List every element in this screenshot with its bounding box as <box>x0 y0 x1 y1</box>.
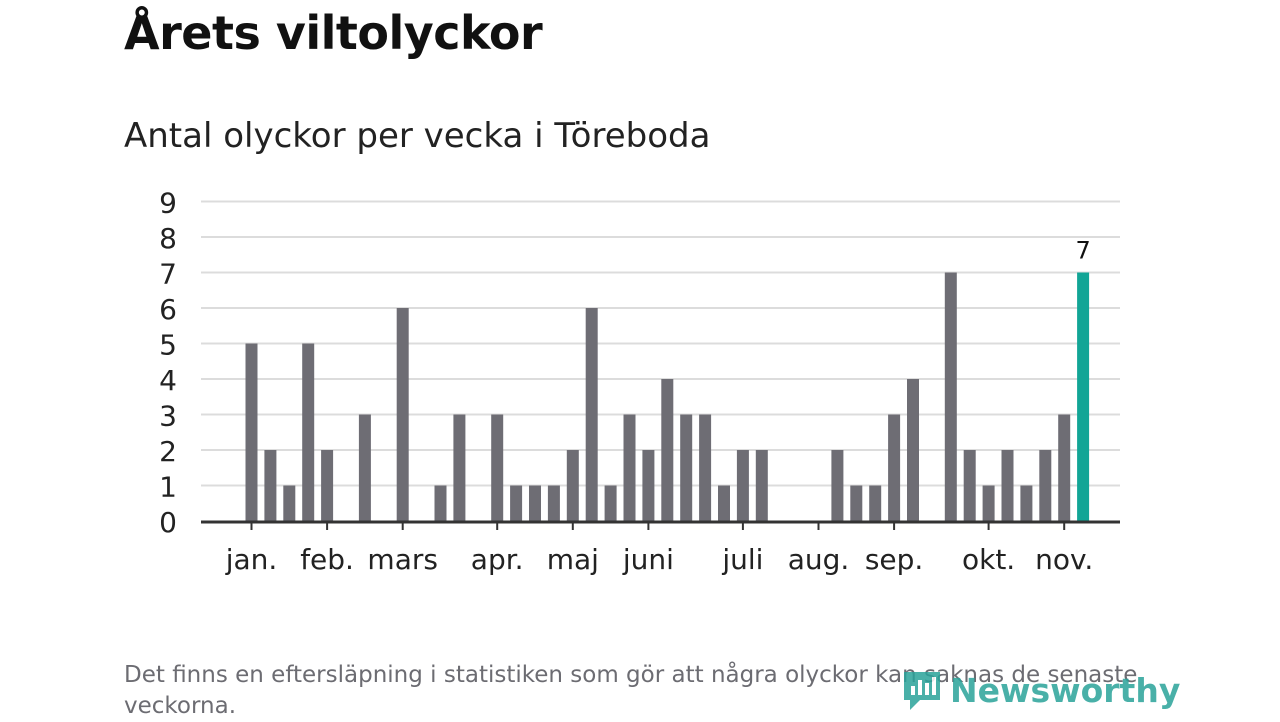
bar <box>888 414 901 521</box>
bar <box>1039 450 1052 521</box>
bar <box>566 450 579 521</box>
bar <box>907 379 919 521</box>
bar <box>755 450 768 521</box>
bar <box>831 450 844 521</box>
x-tick-label: mars <box>367 543 438 576</box>
bar <box>321 450 334 521</box>
bar <box>396 308 409 521</box>
bar <box>1001 450 1014 521</box>
bar <box>982 485 995 521</box>
bar <box>283 485 296 521</box>
newsworthy-logo-icon <box>904 672 940 710</box>
y-tick-label: 2 <box>159 435 177 468</box>
bar <box>963 450 976 521</box>
data-label-highlight: 7 <box>1075 237 1090 265</box>
bar <box>491 414 504 521</box>
x-tick-label: jan. <box>225 543 278 576</box>
bar <box>245 343 258 521</box>
bar <box>736 450 749 521</box>
x-tick-label: nov. <box>1035 543 1093 576</box>
bar <box>718 485 730 521</box>
y-tick-label: 6 <box>159 293 177 326</box>
chart-title: Årets viltolyckor <box>124 6 543 60</box>
bar <box>434 485 447 521</box>
chart-subtitle: Antal olyckor per vecka i Töreboda <box>124 116 711 156</box>
bar <box>869 485 882 521</box>
bar <box>1058 414 1071 521</box>
bars <box>245 272 1090 521</box>
y-tick-label: 0 <box>159 506 177 539</box>
bar <box>944 272 957 521</box>
y-tick-label: 1 <box>159 471 177 504</box>
bar <box>604 485 617 521</box>
x-tick-label: sep. <box>865 543 924 576</box>
bar <box>264 450 277 521</box>
x-tick-label: maj <box>547 543 599 576</box>
y-tick-label: 5 <box>159 329 177 362</box>
bar <box>529 485 541 521</box>
y-tick-label: 8 <box>159 222 177 255</box>
x-axis-ticks: jan. feb. mars apr. maj juni juli aug. sep. okt. n… <box>225 522 1093 576</box>
footnote: Det finns en eftersläpning i statistiken… <box>124 662 1138 719</box>
y-tick-label: 7 <box>159 258 177 291</box>
bar <box>642 450 655 521</box>
y-tick-label: 3 <box>159 400 177 433</box>
bar <box>850 485 863 521</box>
data-labels: 7 <box>1075 237 1090 265</box>
bar <box>453 414 466 521</box>
newsworthy-logo[interactable]: Newsworthy <box>900 668 1180 712</box>
bar <box>510 485 523 521</box>
bar <box>680 414 693 521</box>
bar <box>585 308 598 521</box>
x-tick-label: feb. <box>300 543 354 576</box>
x-tick-label: juli <box>721 543 763 576</box>
bar <box>358 414 371 521</box>
bar-highlight <box>1077 272 1090 521</box>
y-tick-label: 9 <box>159 187 177 220</box>
x-tick-label: aug. <box>788 543 850 576</box>
bar <box>1020 485 1033 521</box>
x-tick-label: okt. <box>962 543 1015 576</box>
bar <box>547 485 560 521</box>
x-tick-label: juni <box>622 543 674 576</box>
grid-lines <box>201 200 1120 487</box>
bar <box>661 379 674 521</box>
brand-name: Newsworthy <box>950 670 1181 710</box>
bar <box>623 414 636 521</box>
y-tick-label: 4 <box>159 364 177 397</box>
bar <box>699 414 712 521</box>
x-tick-label: apr. <box>471 543 524 576</box>
bar <box>302 343 315 521</box>
